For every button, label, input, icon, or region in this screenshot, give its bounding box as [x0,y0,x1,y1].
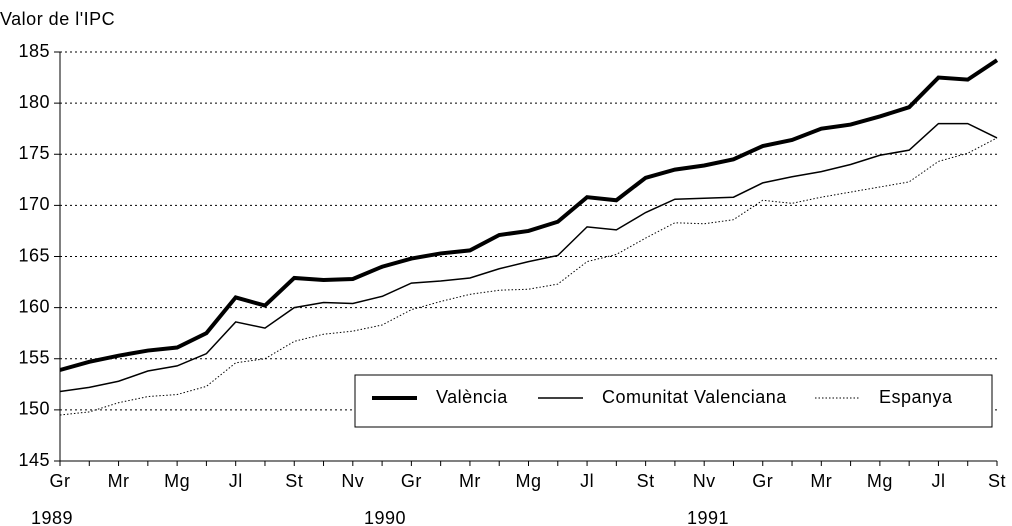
x-tick-label: Jl [580,471,594,491]
y-tick-label: 145 [18,450,50,470]
y-tick-label: 150 [18,399,50,419]
x-tick-label: Mg [164,471,190,491]
x-tick-label: Jl [931,471,945,491]
x-tick-label: Mr [810,471,832,491]
year-label: 1989 [31,508,73,526]
y-tick-label: 165 [18,245,50,265]
x-tick-label: Nv [341,471,364,491]
y-tick-label: 185 [18,41,50,61]
y-tick-label: 180 [18,92,50,112]
year-label: 1991 [687,508,729,526]
y-tick-label: 160 [18,296,50,316]
x-tick-label: Mr [108,471,130,491]
x-tick-label: Nv [693,471,716,491]
x-tick-label: Mg [867,471,893,491]
x-tick-label: Mr [459,471,481,491]
y-tick-label: 155 [18,348,50,368]
series-line [59,122,998,393]
x-tick-label: Gr [401,471,422,491]
x-tick-label: St [988,471,1006,491]
x-tick-label: Mg [515,471,541,491]
legend-box [354,374,993,428]
x-tick-label: Jl [229,471,243,491]
series-line [59,58,999,372]
series-line [59,137,998,416]
year-label: 1990 [364,508,406,526]
x-tick-label: St [637,471,655,491]
y-tick-label: 170 [18,194,50,214]
x-tick-label: Gr [752,471,773,491]
legend-label: València [436,387,508,407]
y-tick-label: 175 [18,143,50,163]
x-tick-label: Gr [50,471,71,491]
legend-label: Espanya [879,387,953,407]
y-axis-label: Valor de l'IPC [0,9,115,29]
legend-label: Comunitat Valenciana [602,387,787,407]
x-tick-label: St [285,471,303,491]
